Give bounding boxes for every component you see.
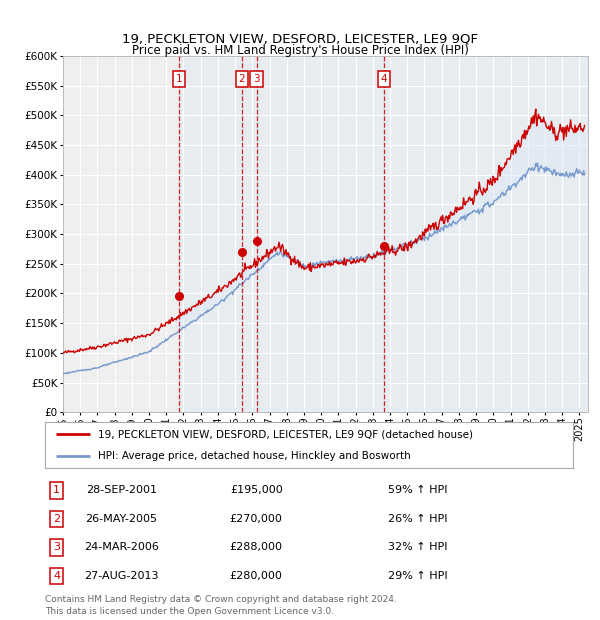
Text: 27-AUG-2013: 27-AUG-2013	[85, 571, 159, 581]
Text: HPI: Average price, detached house, Hinckley and Bosworth: HPI: Average price, detached house, Hinc…	[98, 451, 410, 461]
Text: 24-MAR-2006: 24-MAR-2006	[84, 542, 159, 552]
Bar	[257, 56, 384, 412]
Bar	[384, 56, 588, 412]
Text: 1: 1	[53, 485, 60, 495]
Text: 26% ↑ HPI: 26% ↑ HPI	[388, 514, 448, 524]
Text: 3: 3	[53, 542, 60, 552]
Text: 2: 2	[53, 514, 60, 524]
Text: 32% ↑ HPI: 32% ↑ HPI	[388, 542, 448, 552]
Text: £280,000: £280,000	[230, 571, 283, 581]
Text: 4: 4	[381, 74, 388, 84]
Bar	[179, 56, 242, 412]
Bar	[242, 56, 257, 412]
Text: £288,000: £288,000	[230, 542, 283, 552]
Text: 19, PECKLETON VIEW, DESFORD, LEICESTER, LE9 9QF (detached house): 19, PECKLETON VIEW, DESFORD, LEICESTER, …	[98, 429, 473, 439]
Text: 29% ↑ HPI: 29% ↑ HPI	[388, 571, 448, 581]
Text: £195,000: £195,000	[230, 485, 283, 495]
Text: 28-SEP-2001: 28-SEP-2001	[86, 485, 157, 495]
Text: Contains HM Land Registry data © Crown copyright and database right 2024.: Contains HM Land Registry data © Crown c…	[45, 595, 397, 604]
Text: 1: 1	[176, 74, 182, 84]
Text: £270,000: £270,000	[230, 514, 283, 524]
Text: 19, PECKLETON VIEW, DESFORD, LEICESTER, LE9 9QF: 19, PECKLETON VIEW, DESFORD, LEICESTER, …	[122, 33, 478, 45]
Text: 2: 2	[239, 74, 245, 84]
Text: 4: 4	[53, 571, 60, 581]
Text: Price paid vs. HM Land Registry's House Price Index (HPI): Price paid vs. HM Land Registry's House …	[131, 45, 469, 57]
Text: 26-MAY-2005: 26-MAY-2005	[86, 514, 158, 524]
Text: 3: 3	[253, 74, 260, 84]
Text: This data is licensed under the Open Government Licence v3.0.: This data is licensed under the Open Gov…	[45, 608, 334, 616]
Text: 59% ↑ HPI: 59% ↑ HPI	[388, 485, 448, 495]
